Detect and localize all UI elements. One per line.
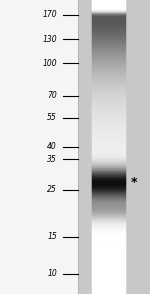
Text: 10: 10 <box>47 269 57 278</box>
Text: 130: 130 <box>42 35 57 44</box>
Text: 100: 100 <box>42 59 57 68</box>
Bar <box>0 0 78 294</box>
Text: 25: 25 <box>47 186 57 194</box>
Text: 15: 15 <box>47 232 57 241</box>
Text: 55: 55 <box>47 113 57 122</box>
Text: 170: 170 <box>42 10 57 19</box>
Text: 40: 40 <box>47 143 57 151</box>
Text: *: * <box>130 176 137 189</box>
Text: 70: 70 <box>47 91 57 100</box>
Bar <box>78 0 150 294</box>
Text: 35: 35 <box>47 155 57 164</box>
